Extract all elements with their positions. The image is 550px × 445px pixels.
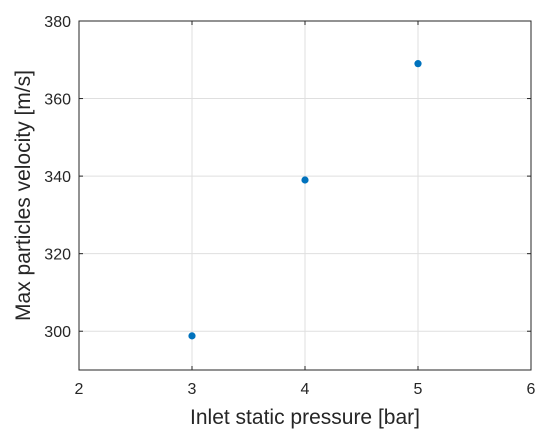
x-tick-labels: 2 3 4 5 6 [75, 381, 536, 398]
axis-ticks [78, 20, 532, 370]
x-tick-label: 6 [527, 381, 536, 398]
data-point [188, 332, 196, 340]
y-tick-label: 340 [44, 169, 71, 186]
x-tick-label: 5 [414, 381, 423, 398]
data-points [188, 60, 422, 340]
x-tick-label: 4 [301, 381, 310, 398]
data-point [414, 60, 422, 68]
x-tick-label: 3 [188, 381, 197, 398]
y-tick-label: 320 [44, 247, 71, 264]
data-point [301, 176, 309, 184]
y-tick-labels: 300 320 340 360 380 [44, 14, 71, 341]
y-tick-label: 300 [44, 324, 71, 341]
y-axis-label: Max particles velocity [m/s] [12, 70, 35, 321]
x-tick-label: 2 [75, 381, 84, 398]
x-axis-label: Inlet static pressure [bar] [190, 406, 420, 429]
y-tick-label: 360 [44, 92, 71, 109]
y-tick-label: 380 [44, 14, 71, 31]
grid-lines [78, 20, 532, 370]
